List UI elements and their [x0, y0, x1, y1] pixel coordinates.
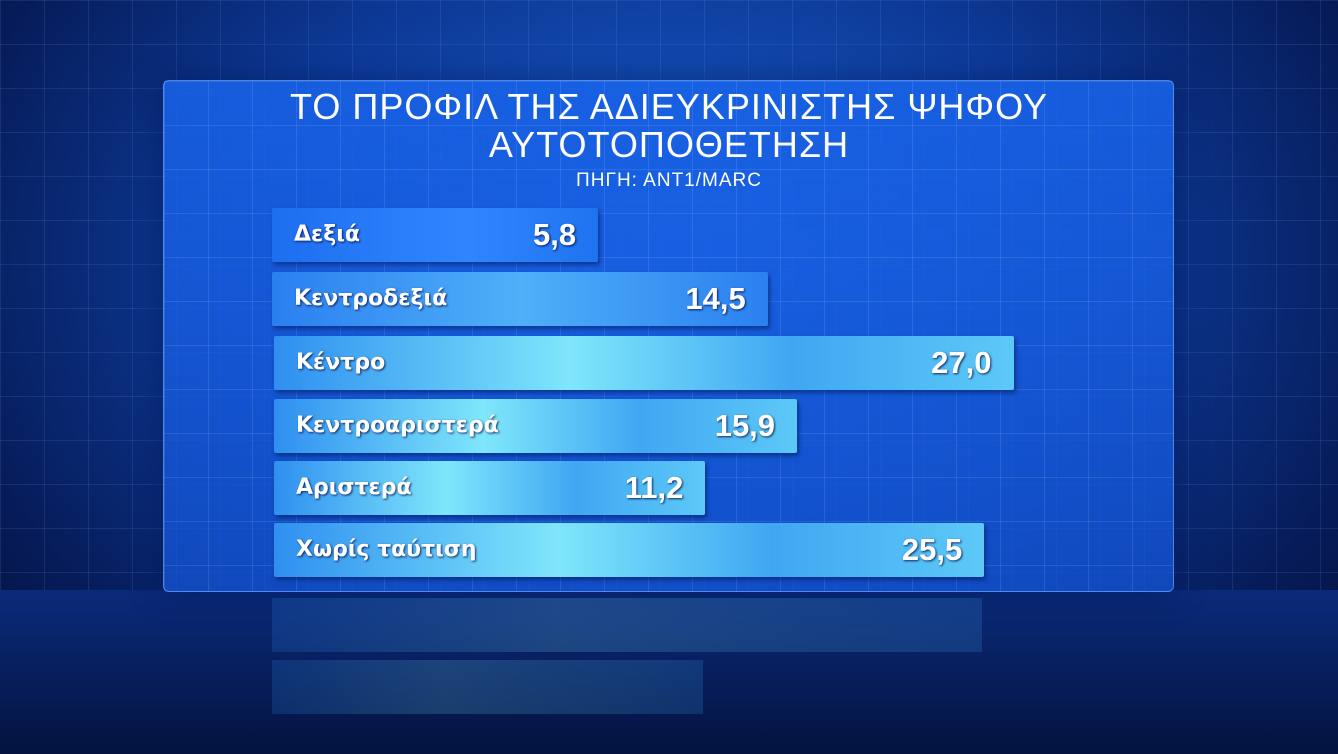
chart-title-line2: ΑΥΤΟΤΟΠΟΘΕΤΗΣΗ	[488, 124, 850, 165]
bar-label: Κεντροδεξιά	[294, 286, 448, 311]
bar-value: 25,5	[901, 532, 963, 567]
chart-title-line1: ΤΟ ΠΡΟΦΙΛ ΤΗΣ ΑΔΙΕΥΚΡΙΝΙΣΤΗΣ ΨΗΦΟΥ	[289, 86, 1048, 127]
bar-label: Χωρίς ταύτιση	[296, 537, 477, 562]
chart-source: ΠΗΓΗ: ΑΝΤ1/MARC	[576, 170, 762, 191]
bar-label: Αριστερά	[296, 475, 412, 500]
bar-3: Κεντροαριστερά 15,9	[274, 399, 798, 453]
bar-2: Κέντρο 27,0	[274, 336, 1014, 390]
bar-value: 15,9	[714, 408, 776, 443]
bar-4: Αριστερά 11,2	[274, 461, 706, 515]
bar-5: Χωρίς ταύτιση 25,5	[274, 523, 985, 577]
bar-label: Κέντρο	[296, 350, 386, 375]
bar-1: Κεντροδεξιά 14,5	[272, 272, 768, 326]
bar-value: 27,0	[931, 345, 992, 380]
bar-0: Δεξιά 5,8	[272, 208, 599, 262]
bar-value: 14,5	[685, 281, 746, 316]
bar-label: Κεντροαριστερά	[296, 413, 499, 438]
bar-value: 5,8	[532, 217, 577, 252]
bar-label: Δεξιά	[294, 222, 360, 247]
floor	[0, 590, 1338, 754]
bar-value: 11,2	[624, 470, 684, 505]
